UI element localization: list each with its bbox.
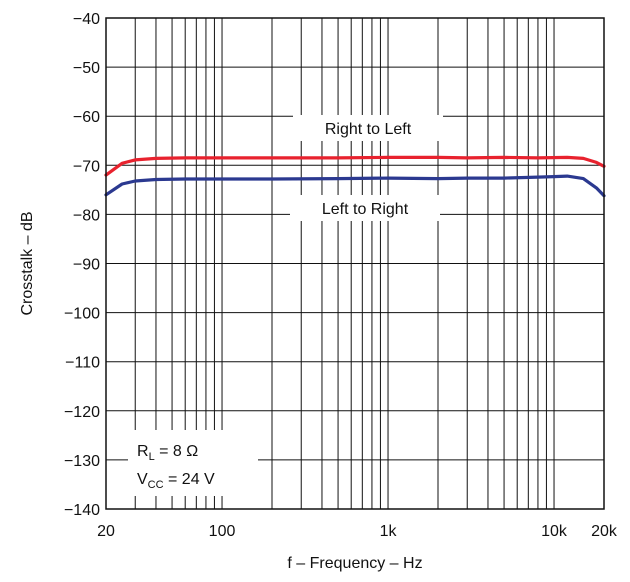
condition-supply-voltage: VCC = 24 V	[137, 471, 215, 491]
y-tick-label: −40	[73, 11, 100, 28]
grid	[106, 18, 604, 509]
y-tick-label: −140	[64, 502, 100, 519]
condition-load-value: = 8 Ω	[155, 443, 199, 460]
x-tick-label: 100	[209, 523, 236, 540]
y-axis-label: Crosstalk – dB	[19, 211, 36, 315]
y-tick-label: −110	[65, 355, 100, 372]
condition-supply-value: = 24 V	[164, 471, 215, 488]
tick-labels: −40 −50 −60 −70 −80 −90 −100 −110 −120 −130 −140 20…	[64, 11, 618, 540]
y-tick-label: −100	[64, 306, 100, 323]
condition-load-symbol: R	[137, 443, 149, 460]
annotation-right-to-left: Right to Left	[293, 115, 443, 141]
annotation-left-to-right: Left to Right	[290, 195, 440, 221]
condition-load-subscript: L	[149, 451, 155, 463]
series-layer	[104, 155, 606, 198]
y-tick-label: −50	[73, 60, 100, 77]
series-line-left-to-right	[104, 174, 606, 198]
condition-supply-subscript: CC	[148, 479, 164, 491]
y-tick-label: −120	[64, 404, 100, 421]
x-tick-label: 10k	[541, 523, 568, 540]
y-tick-label: −80	[73, 207, 100, 224]
condition-supply-symbol: V	[137, 471, 148, 488]
y-tick-label: −70	[73, 158, 100, 175]
x-tick-label: 20	[97, 523, 115, 540]
conditions-box: RL = 8 Ω VCC = 24 V	[128, 430, 258, 496]
annotation-right-to-left-label: Right to Left	[325, 121, 412, 138]
annotation-left-to-right-label: Left to Right	[322, 201, 409, 218]
condition-load-resistance: RL = 8 Ω	[137, 443, 198, 463]
y-tick-label: −130	[64, 453, 100, 470]
x-tick-label: 20k	[591, 523, 618, 540]
series-line-right-to-left	[104, 155, 606, 177]
y-tick-label: −60	[73, 109, 100, 126]
y-tick-label: −90	[73, 257, 100, 274]
x-axis-label: f – Frequency – Hz	[287, 555, 422, 572]
plot-frame	[105, 17, 605, 510]
x-tick-label: 1k	[380, 523, 398, 540]
